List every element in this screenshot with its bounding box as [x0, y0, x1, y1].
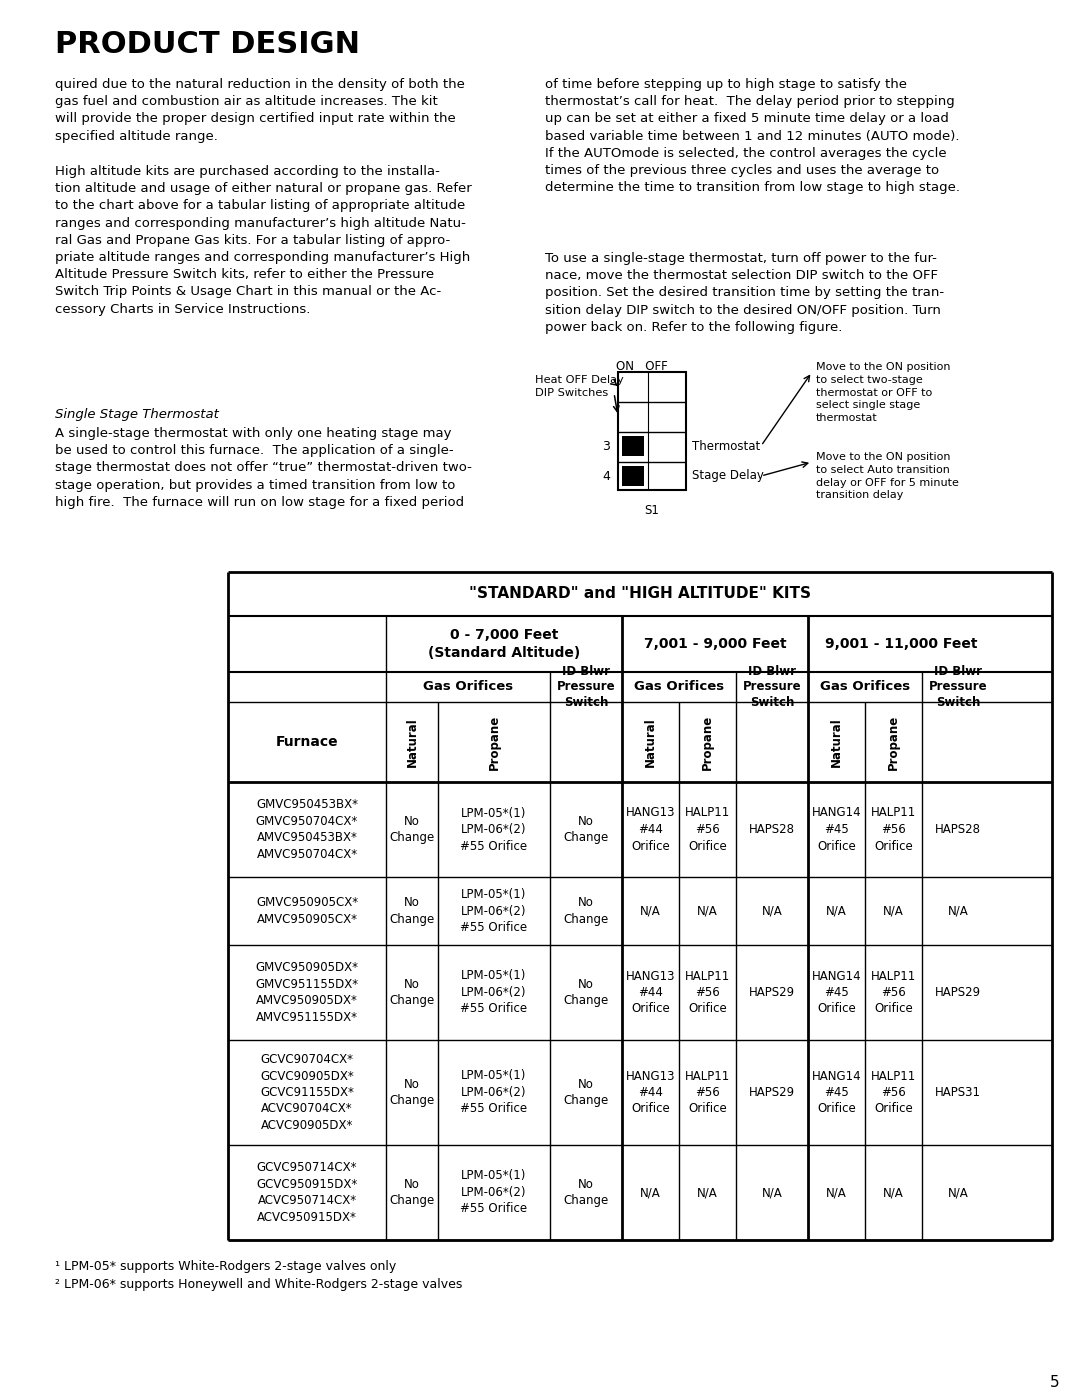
- Text: ¹ LPM-05* supports White-Rodgers 2-stage valves only: ¹ LPM-05* supports White-Rodgers 2-stage…: [55, 1260, 396, 1273]
- Text: GMVC950453BX*
GMVC950704CX*
AMVC950453BX*
AMVC950704CX*: GMVC950453BX* GMVC950704CX* AMVC950453BX…: [256, 798, 359, 861]
- Text: ² LPM-06* supports Honeywell and White-Rodgers 2-stage valves: ² LPM-06* supports Honeywell and White-R…: [55, 1278, 462, 1291]
- Text: ID Blwr
Pressure
Switch: ID Blwr Pressure Switch: [556, 665, 616, 710]
- Text: Natural: Natural: [644, 717, 657, 767]
- Text: HANG14
#45
Orifice: HANG14 #45 Orifice: [812, 806, 862, 852]
- Text: No
Change: No Change: [390, 897, 434, 926]
- Text: 9,001 - 11,000 Feet: 9,001 - 11,000 Feet: [825, 637, 977, 651]
- Text: ON   OFF: ON OFF: [616, 360, 667, 373]
- Text: HANG13
#44
Orifice: HANG13 #44 Orifice: [625, 1070, 675, 1115]
- Text: To use a single-stage thermostat, turn off power to the fur-
nace, move the ther: To use a single-stage thermostat, turn o…: [545, 251, 944, 334]
- Text: PRODUCT DESIGN: PRODUCT DESIGN: [55, 29, 360, 59]
- Text: Propane: Propane: [701, 714, 714, 770]
- Text: HAPS29: HAPS29: [748, 1085, 795, 1099]
- Text: N/A: N/A: [826, 904, 847, 918]
- Text: No
Change: No Change: [564, 1077, 609, 1108]
- Text: No
Change: No Change: [564, 1178, 609, 1207]
- Text: 4: 4: [603, 469, 610, 482]
- Text: LPM-05*(1)
LPM-06*(2)
#55 Orifice: LPM-05*(1) LPM-06*(2) #55 Orifice: [460, 888, 527, 935]
- Text: High altitude kits are purchased according to the installa-
tion altitude and us: High altitude kits are purchased accordi…: [55, 165, 472, 316]
- Text: N/A: N/A: [883, 1186, 904, 1199]
- Text: No
Change: No Change: [390, 1178, 434, 1207]
- Text: 7,001 - 9,000 Feet: 7,001 - 9,000 Feet: [644, 637, 786, 651]
- Text: GMVC950905DX*
GMVC951155DX*
AMVC950905DX*
AMVC951155DX*: GMVC950905DX* GMVC951155DX* AMVC950905DX…: [256, 961, 359, 1024]
- Text: HAPS29: HAPS29: [748, 986, 795, 999]
- Text: Single Stage Thermostat: Single Stage Thermostat: [55, 408, 219, 420]
- Text: HALP11
#56
Orifice: HALP11 #56 Orifice: [870, 970, 916, 1016]
- Text: Natural: Natural: [405, 717, 419, 767]
- Text: HAPS28: HAPS28: [935, 823, 981, 835]
- Text: HALP11
#56
Orifice: HALP11 #56 Orifice: [870, 1070, 916, 1115]
- Text: N/A: N/A: [947, 904, 969, 918]
- Bar: [622, 436, 644, 455]
- Text: N/A: N/A: [761, 904, 782, 918]
- Text: Stage Delay: Stage Delay: [692, 469, 764, 482]
- Text: HALP11
#56
Orifice: HALP11 #56 Orifice: [685, 970, 730, 1016]
- Text: HALP11
#56
Orifice: HALP11 #56 Orifice: [870, 806, 916, 852]
- Text: Gas Orifices: Gas Orifices: [423, 680, 513, 693]
- Text: Propane: Propane: [487, 714, 500, 770]
- Text: Gas Orifices: Gas Orifices: [634, 680, 724, 693]
- Text: N/A: N/A: [761, 1186, 782, 1199]
- Text: Heat OFF Delay
DIP Switches: Heat OFF Delay DIP Switches: [535, 374, 624, 398]
- Text: 3: 3: [603, 440, 610, 453]
- Bar: [622, 467, 644, 486]
- Text: No
Change: No Change: [564, 978, 609, 1007]
- Text: No
Change: No Change: [564, 814, 609, 844]
- Text: Move to the ON position
to select two-stage
thermostat or OFF to
select single s: Move to the ON position to select two-st…: [816, 362, 950, 423]
- Text: HAPS29: HAPS29: [935, 986, 981, 999]
- Text: Natural: Natural: [831, 717, 843, 767]
- Text: No
Change: No Change: [564, 897, 609, 926]
- Text: LPM-05*(1)
LPM-06*(2)
#55 Orifice: LPM-05*(1) LPM-06*(2) #55 Orifice: [460, 806, 527, 852]
- Text: S1: S1: [645, 504, 660, 517]
- Text: HAPS28: HAPS28: [750, 823, 795, 835]
- Text: 5: 5: [1050, 1375, 1059, 1390]
- Text: GCVC950714CX*
GCVC950915DX*
ACVC950714CX*
ACVC950915DX*: GCVC950714CX* GCVC950915DX* ACVC950714CX…: [256, 1161, 357, 1224]
- Text: GMVC950905CX*
AMVC950905CX*: GMVC950905CX* AMVC950905CX*: [256, 897, 359, 926]
- Text: LPM-05*(1)
LPM-06*(2)
#55 Orifice: LPM-05*(1) LPM-06*(2) #55 Orifice: [460, 970, 527, 1016]
- Text: HANG13
#44
Orifice: HANG13 #44 Orifice: [625, 970, 675, 1016]
- Text: quired due to the natural reduction in the density of both the
gas fuel and comb: quired due to the natural reduction in t…: [55, 78, 464, 142]
- Text: Furnace: Furnace: [275, 735, 338, 749]
- Text: HALP11
#56
Orifice: HALP11 #56 Orifice: [685, 1070, 730, 1115]
- Text: HANG13
#44
Orifice: HANG13 #44 Orifice: [625, 806, 675, 852]
- Text: HALP11
#56
Orifice: HALP11 #56 Orifice: [685, 806, 730, 852]
- Text: HANG14
#45
Orifice: HANG14 #45 Orifice: [812, 1070, 862, 1115]
- Text: Gas Orifices: Gas Orifices: [820, 680, 910, 693]
- Text: No
Change: No Change: [390, 814, 434, 844]
- Text: Move to the ON position
to select Auto transition
delay or OFF for 5 minute
tran: Move to the ON position to select Auto t…: [816, 453, 959, 500]
- Text: Propane: Propane: [887, 714, 900, 770]
- Text: No
Change: No Change: [390, 1077, 434, 1108]
- Text: N/A: N/A: [883, 904, 904, 918]
- Text: ID Blwr
Pressure
Switch: ID Blwr Pressure Switch: [743, 665, 801, 710]
- Text: N/A: N/A: [697, 904, 718, 918]
- Text: of time before stepping up to high stage to satisfy the
thermostat’s call for he: of time before stepping up to high stage…: [545, 78, 960, 194]
- Text: N/A: N/A: [826, 1186, 847, 1199]
- Text: "STANDARD" and "HIGH ALTITUDE" KITS: "STANDARD" and "HIGH ALTITUDE" KITS: [469, 587, 811, 602]
- Text: ID Blwr
Pressure
Switch: ID Blwr Pressure Switch: [929, 665, 987, 710]
- Text: Thermostat: Thermostat: [692, 440, 760, 453]
- Text: 0 - 7,000 Feet
(Standard Altitude): 0 - 7,000 Feet (Standard Altitude): [428, 629, 580, 659]
- Text: HANG14
#45
Orifice: HANG14 #45 Orifice: [812, 970, 862, 1016]
- Text: HAPS31: HAPS31: [935, 1085, 981, 1099]
- Bar: [618, 372, 686, 490]
- Text: N/A: N/A: [640, 904, 661, 918]
- Text: N/A: N/A: [640, 1186, 661, 1199]
- Text: N/A: N/A: [947, 1186, 969, 1199]
- Text: No
Change: No Change: [390, 978, 434, 1007]
- Text: N/A: N/A: [697, 1186, 718, 1199]
- Text: LPM-05*(1)
LPM-06*(2)
#55 Orifice: LPM-05*(1) LPM-06*(2) #55 Orifice: [460, 1070, 527, 1115]
- Text: GCVC90704CX*
GCVC90905DX*
GCVC91155DX*
ACVC90704CX*
ACVC90905DX*: GCVC90704CX* GCVC90905DX* GCVC91155DX* A…: [260, 1053, 354, 1132]
- Text: LPM-05*(1)
LPM-06*(2)
#55 Orifice: LPM-05*(1) LPM-06*(2) #55 Orifice: [460, 1169, 527, 1215]
- Text: A single-stage thermostat with only one heating stage may
be used to control thi: A single-stage thermostat with only one …: [55, 427, 472, 509]
